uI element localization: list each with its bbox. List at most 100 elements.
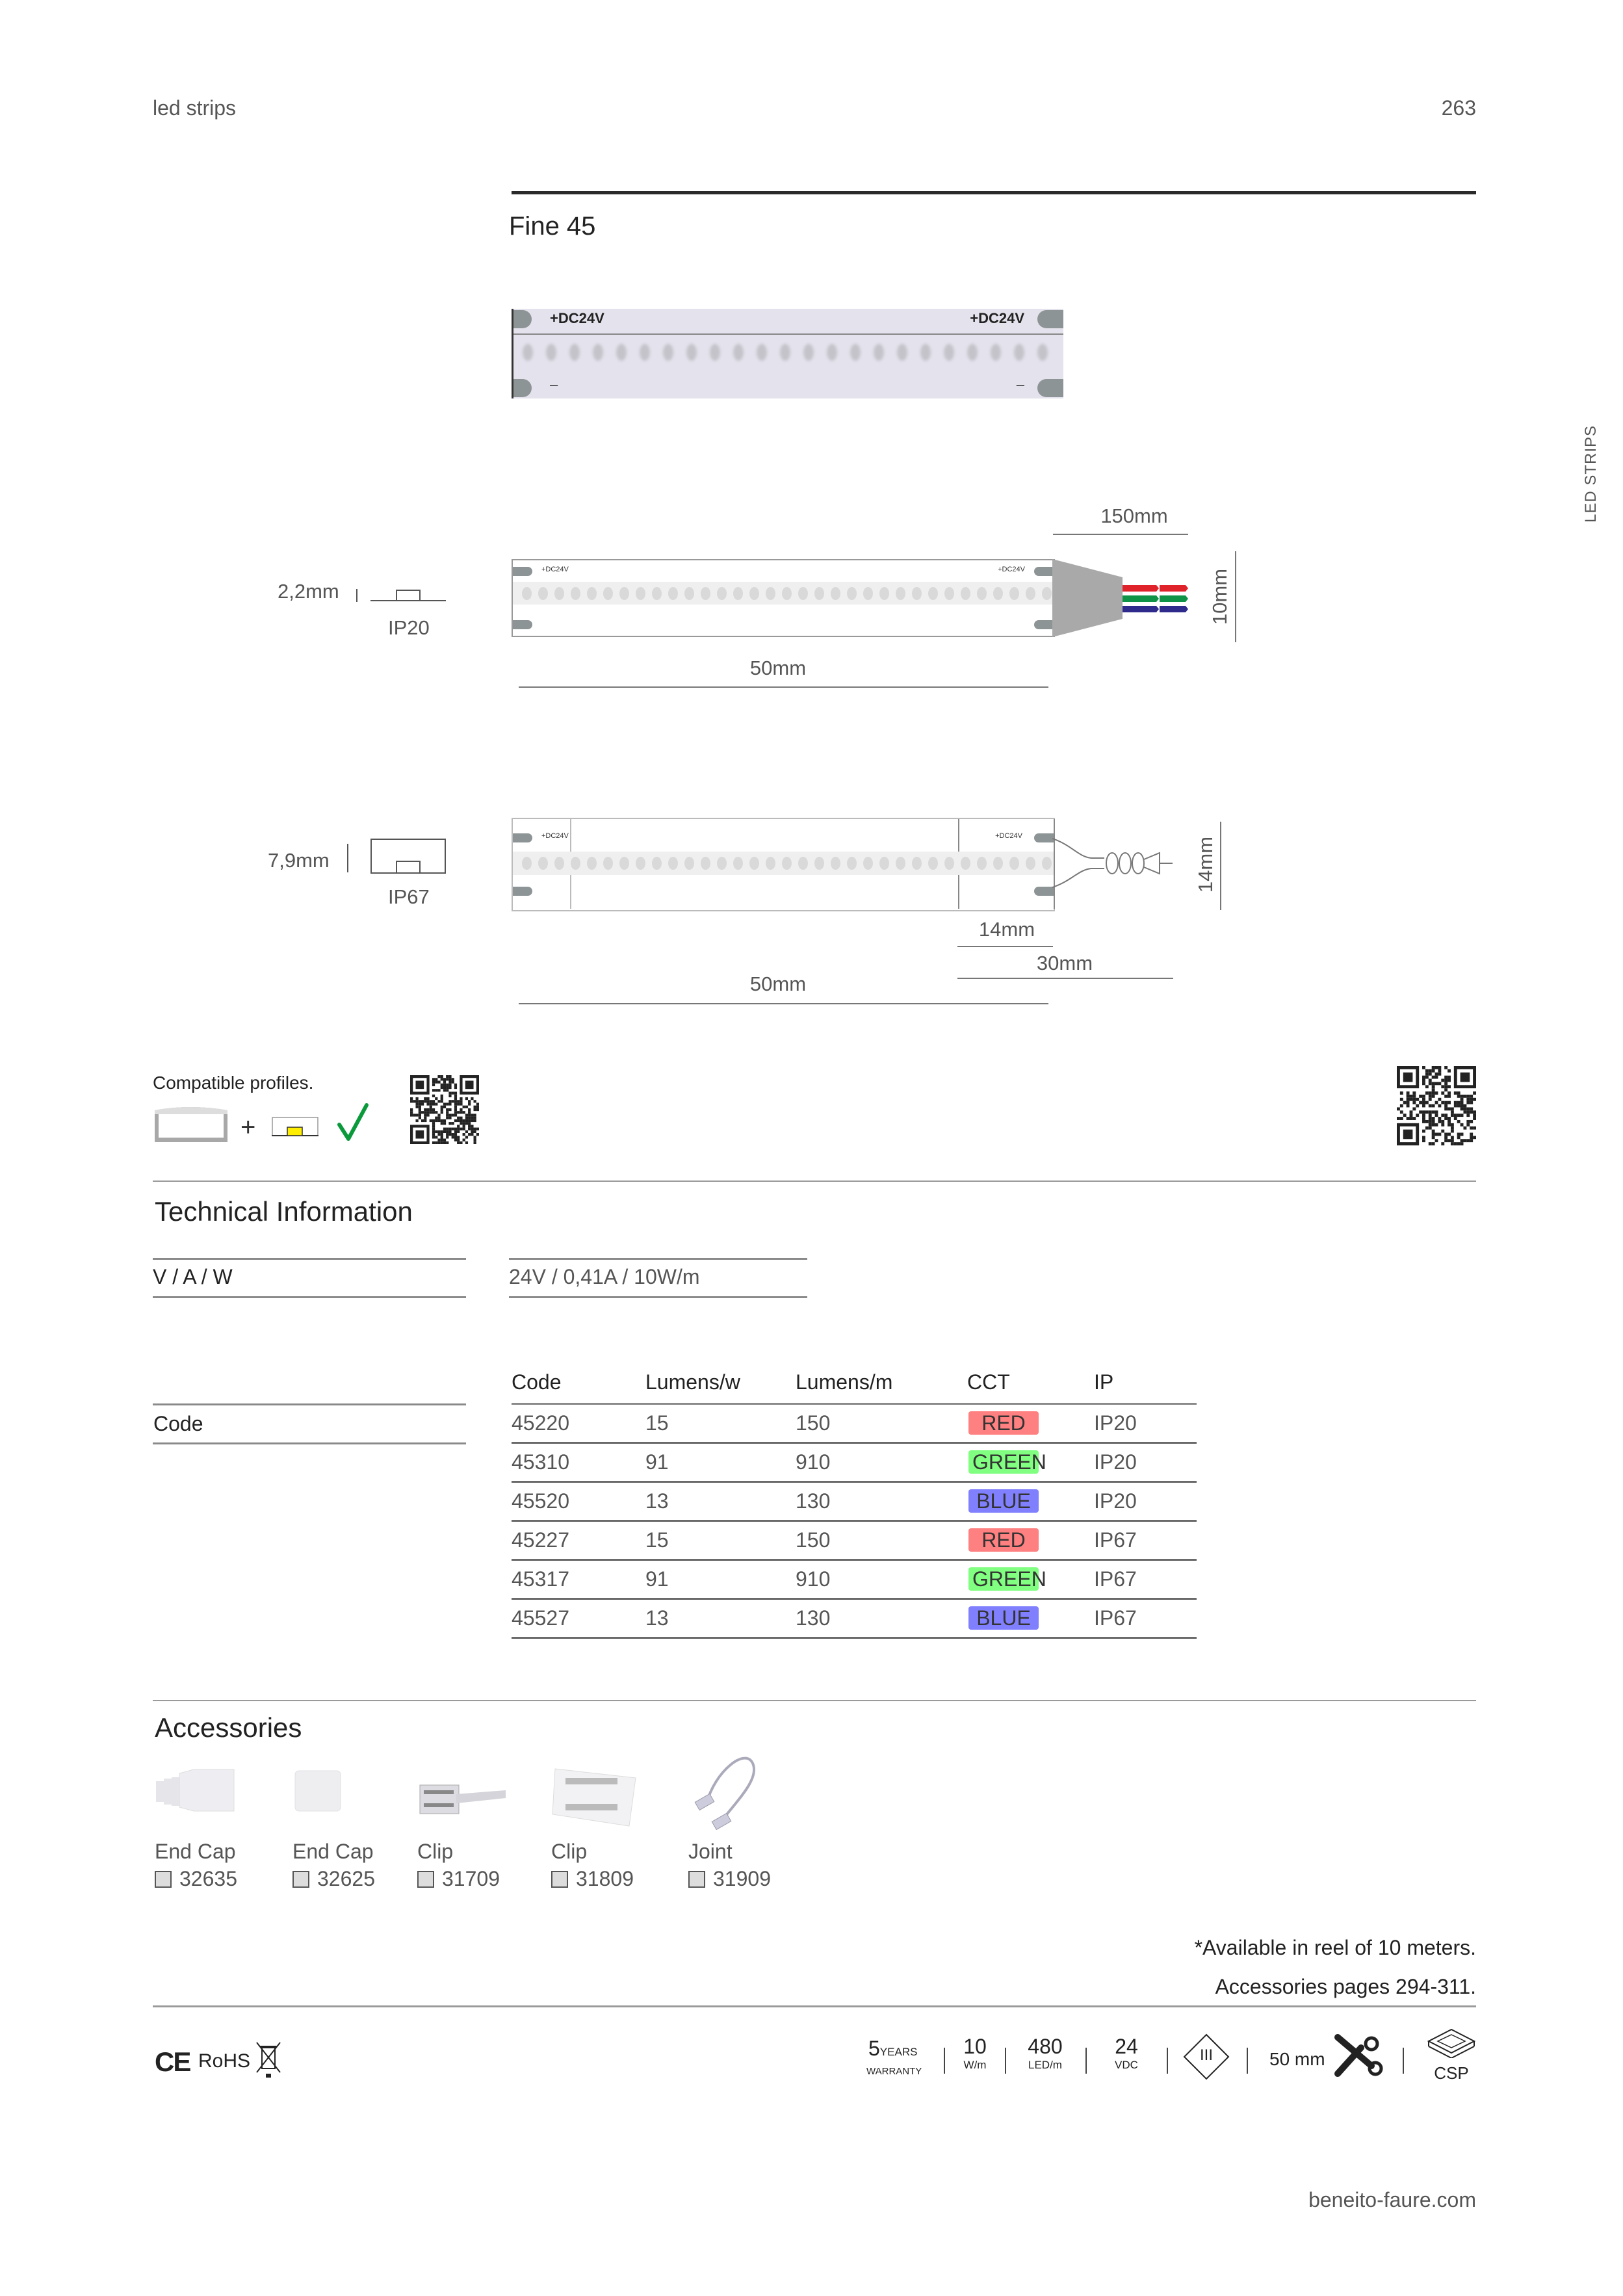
table-row: 45310 91 910 GREEN IP20 — [512, 1444, 1197, 1483]
led-dot — [961, 586, 970, 600]
cell-lumens-w: 15 — [645, 1411, 669, 1435]
led-dot — [593, 344, 603, 361]
led-dot — [831, 586, 840, 600]
accessory-name: Joint — [688, 1840, 733, 1863]
led-dot — [1014, 344, 1024, 361]
polarity-label: +DC24V — [550, 310, 604, 326]
led-dot — [847, 586, 857, 600]
website-link[interactable]: beneito-faure.com — [1308, 2188, 1476, 2211]
ip20-label: IP20 — [388, 616, 430, 639]
cell-lumens-m: 150 — [796, 1411, 831, 1435]
led-dot — [652, 586, 662, 600]
led-dot — [798, 857, 808, 870]
led-dot — [1009, 857, 1019, 870]
led-dot — [782, 586, 792, 600]
accessory-code[interactable]: 31709 — [417, 1867, 500, 1891]
col-lumens-w: Lumens/w — [645, 1370, 740, 1394]
cell-lumens-w: 91 — [645, 1567, 669, 1591]
cct-badge: BLUE — [968, 1489, 1039, 1513]
led-dot — [977, 586, 987, 600]
led-dot — [587, 586, 597, 600]
led-dot — [863, 857, 873, 870]
led-dot — [554, 586, 564, 600]
title-rule — [512, 191, 1476, 194]
led-dot — [571, 857, 580, 870]
led-dot — [668, 857, 678, 870]
led-dot — [814, 857, 824, 870]
class-iii-icon: III — [1183, 2033, 1230, 2080]
checkbox[interactable] — [551, 1871, 568, 1888]
led-dot — [546, 344, 556, 361]
led-dot — [879, 586, 889, 600]
led-dot — [847, 857, 857, 870]
voltage-spec: 24 VDC — [1115, 2035, 1138, 2071]
qr-code-icon[interactable] — [410, 1075, 479, 1144]
led-dot — [961, 857, 970, 870]
accessory-code[interactable]: 31809 — [551, 1867, 634, 1891]
led-dot — [928, 857, 938, 870]
led-dot — [782, 857, 792, 870]
polarity-label: +DC24V — [998, 566, 1025, 573]
accessory-code[interactable]: 31909 — [688, 1867, 771, 1891]
led-density-spec: 480 LED/m — [1028, 2035, 1063, 2071]
led-dot — [757, 344, 767, 361]
checkbox[interactable] — [417, 1871, 434, 1888]
led-dot — [1037, 344, 1048, 361]
led-dot — [850, 344, 861, 361]
col-lumens-m: Lumens/m — [796, 1370, 893, 1394]
led-dot — [749, 857, 759, 870]
strip-photo: +DC24V +DC24V – – — [512, 309, 1063, 398]
section-label: led strips — [153, 96, 237, 120]
warranty-spec: 5YEARS — [868, 2037, 918, 2060]
led-dot — [587, 857, 597, 870]
led-dot — [831, 857, 840, 870]
cell-lumens-m: 910 — [796, 1567, 831, 1591]
cell-code: 45310 — [512, 1450, 569, 1474]
led-dot — [896, 857, 905, 870]
led-dot — [652, 857, 662, 870]
accessory-code[interactable]: 32625 — [292, 1867, 375, 1891]
led-dot — [619, 586, 629, 600]
ip67-width-label: 14mm — [1194, 836, 1217, 893]
led-dot — [522, 586, 532, 600]
accessory-code[interactable]: 32635 — [155, 1867, 237, 1891]
checkbox[interactable] — [292, 1871, 309, 1888]
weee-bin-icon — [256, 2042, 281, 2078]
plus-sign: + — [240, 1113, 256, 1141]
checkbox[interactable] — [155, 1871, 172, 1888]
led-dot — [538, 586, 548, 600]
led-dot — [928, 586, 938, 600]
led-dot — [619, 857, 629, 870]
code-label: Code — [153, 1412, 203, 1435]
led-dot — [686, 344, 697, 361]
led-dot — [879, 857, 889, 870]
led-dot — [663, 344, 673, 361]
minus-label: – — [550, 376, 558, 393]
checkbox[interactable] — [688, 1871, 705, 1888]
aluminium-profile-icon — [155, 1107, 227, 1142]
led-dot — [636, 857, 645, 870]
end-cap-flat-icon — [292, 1768, 344, 1817]
pad-icon — [1037, 379, 1063, 397]
led-dot — [668, 586, 678, 600]
led-dot — [920, 344, 931, 361]
ip67-strip-drawing: +DC24V +DC24V — [512, 818, 1055, 911]
accessory-name: End Cap — [155, 1840, 236, 1863]
cable-connector-icon — [1052, 559, 1188, 637]
led-dot — [636, 586, 645, 600]
col-ip: IP — [1094, 1370, 1114, 1394]
qr-code-icon[interactable] — [1397, 1066, 1476, 1145]
table-row: 45520 13 130 BLUE IP20 — [512, 1483, 1197, 1522]
product-title: Fine 45 — [509, 212, 596, 241]
cell-lumens-w: 13 — [645, 1489, 669, 1513]
ip67-label: IP67 — [388, 885, 430, 908]
led-dot — [827, 344, 837, 361]
polarity-label: +DC24V — [541, 566, 569, 573]
cct-badge: RED — [968, 1411, 1039, 1435]
check-icon — [337, 1103, 369, 1141]
polarity-label: +DC24V — [541, 832, 569, 840]
cell-lumens-m: 130 — [796, 1489, 831, 1513]
cell-ip: IP20 — [1094, 1411, 1137, 1435]
cell-code: 45520 — [512, 1489, 569, 1513]
polarity-label: +DC24V — [970, 310, 1024, 326]
